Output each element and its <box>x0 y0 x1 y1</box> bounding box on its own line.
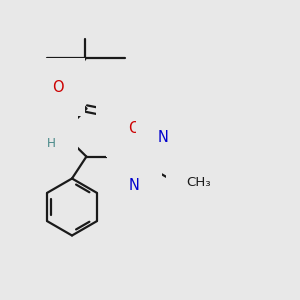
Text: O: O <box>118 104 130 119</box>
Text: CH₃: CH₃ <box>187 176 211 190</box>
Text: H: H <box>46 136 56 150</box>
Text: O: O <box>52 80 63 94</box>
Text: O: O <box>128 121 140 136</box>
Text: N: N <box>129 178 140 193</box>
Text: N: N <box>46 124 56 140</box>
Text: N: N <box>158 130 169 146</box>
